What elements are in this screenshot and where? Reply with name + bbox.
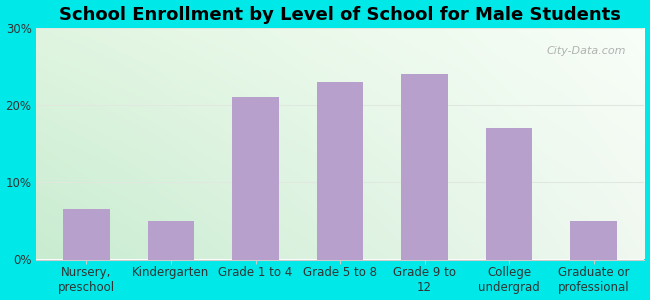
Text: City-Data.com: City-Data.com	[547, 46, 626, 56]
Bar	[148, 221, 194, 260]
Title: School Enrollment by Level of School for Male Students: School Enrollment by Level of School for…	[59, 6, 621, 24]
Bar	[232, 98, 279, 260]
Bar	[571, 221, 617, 260]
Bar	[402, 74, 448, 260]
Bar	[486, 128, 532, 260]
Bar	[317, 82, 363, 260]
Bar	[63, 209, 110, 260]
